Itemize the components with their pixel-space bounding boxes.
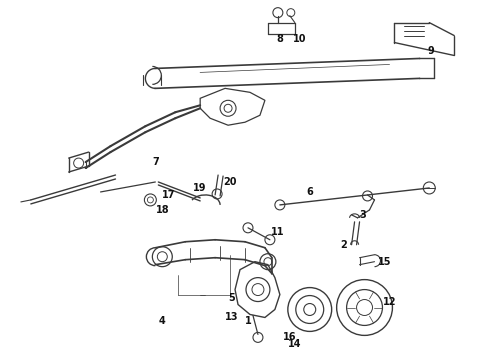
Text: 2: 2	[340, 240, 347, 250]
Text: 13: 13	[225, 312, 239, 323]
Text: 3: 3	[359, 210, 366, 220]
Text: 15: 15	[378, 257, 391, 267]
Text: 10: 10	[293, 33, 307, 44]
Text: 9: 9	[428, 45, 435, 55]
Text: 8: 8	[276, 33, 283, 44]
Text: 7: 7	[152, 157, 159, 167]
Text: 11: 11	[271, 227, 285, 237]
Text: 20: 20	[223, 177, 237, 187]
Text: 18: 18	[155, 205, 169, 215]
Text: 19: 19	[194, 183, 207, 193]
Text: 6: 6	[306, 187, 313, 197]
Text: 1: 1	[245, 316, 251, 327]
Text: 5: 5	[229, 293, 235, 302]
Text: 17: 17	[162, 190, 175, 200]
Text: 14: 14	[288, 339, 301, 349]
Text: 16: 16	[283, 332, 296, 342]
Text: 4: 4	[159, 316, 166, 327]
Text: 12: 12	[383, 297, 396, 306]
